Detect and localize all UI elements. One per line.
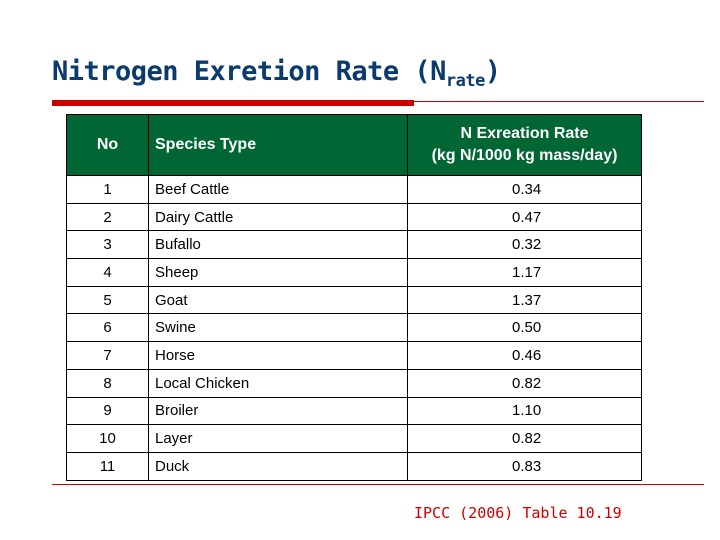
cell-rate: 0.83 [407, 451, 642, 481]
table-row: 11 Duck 0.83 [66, 451, 642, 481]
table-row: 10 Layer 0.82 [66, 424, 642, 453]
table-row: 3 Bufallo 0.32 [66, 230, 642, 260]
cell-no: 3 [66, 230, 149, 260]
cell-species: Beef Cattle [148, 175, 408, 204]
table-row: 9 Broiler 1.10 [66, 396, 642, 426]
cell-rate: 1.37 [407, 285, 642, 315]
table-row: 1 Beef Cattle 0.34 [66, 175, 642, 204]
cell-no: 5 [66, 285, 149, 315]
cell-species: Goat [148, 285, 408, 315]
cell-no: 1 [66, 175, 149, 204]
cell-no: 6 [66, 313, 149, 343]
source-citation: IPCC (2006) Table 10.19 [414, 504, 622, 522]
header-no: No [66, 114, 149, 176]
title-underline-thick [52, 100, 414, 106]
cell-no: 11 [66, 451, 149, 481]
cell-rate: 0.34 [407, 175, 642, 204]
cell-rate: 0.47 [407, 202, 642, 232]
cell-rate: 1.10 [407, 396, 642, 426]
table-row: 4 Sheep 1.17 [66, 258, 642, 287]
slide-title: Nitrogen Exretion Rate (Nrate) [52, 56, 501, 91]
table-row: 8 Local Chicken 0.82 [66, 368, 642, 398]
cell-rate: 0.32 [407, 230, 642, 260]
cell-species: Duck [148, 451, 408, 481]
cell-species: Horse [148, 341, 408, 370]
cell-no: 8 [66, 368, 149, 398]
table-row: 6 Swine 0.50 [66, 313, 642, 343]
title-underline-thin [414, 101, 704, 102]
cell-species: Local Chicken [148, 368, 408, 398]
cell-species: Broiler [148, 396, 408, 426]
excretion-rate-table: No Species Type N Exreation Rate (kg N/1… [66, 114, 642, 481]
cell-species: Sheep [148, 258, 408, 287]
table-row: 5 Goat 1.37 [66, 285, 642, 315]
table-row: 2 Dairy Cattle 0.47 [66, 202, 642, 232]
cell-species: Dairy Cattle [148, 202, 408, 232]
title-close: ) [484, 56, 501, 87]
cell-rate: 0.82 [407, 368, 642, 398]
table-header-row: No Species Type N Exreation Rate (kg N/1… [66, 114, 642, 176]
table-body: 1 Beef Cattle 0.34 2 Dairy Cattle 0.47 3 Bufall… [66, 175, 642, 481]
cell-rate: 0.46 [407, 341, 642, 370]
cell-no: 4 [66, 258, 149, 287]
cell-species: Swine [148, 313, 408, 343]
cell-rate: 1.17 [407, 258, 642, 287]
title-text: Nitrogen Exretion Rate (N [52, 56, 446, 87]
cell-no: 9 [66, 396, 149, 426]
table-row: 7 Horse 0.46 [66, 341, 642, 370]
cell-species: Bufallo [148, 230, 408, 260]
cell-no: 7 [66, 341, 149, 370]
cell-no: 2 [66, 202, 149, 232]
footer-rule [52, 484, 704, 485]
header-rate-line2: (kg N/1000 kg mass/day) [431, 147, 618, 164]
cell-rate: 0.50 [407, 313, 642, 343]
cell-no: 10 [66, 424, 149, 453]
cell-rate: 0.82 [407, 424, 642, 453]
title-subscript: rate [445, 71, 485, 91]
header-rate-line1: N Exreation Rate [460, 125, 589, 142]
header-species: Species Type [148, 114, 408, 176]
cell-species: Layer [148, 424, 408, 453]
header-rate: N Exreation Rate (kg N/1000 kg mass/day) [407, 114, 642, 176]
